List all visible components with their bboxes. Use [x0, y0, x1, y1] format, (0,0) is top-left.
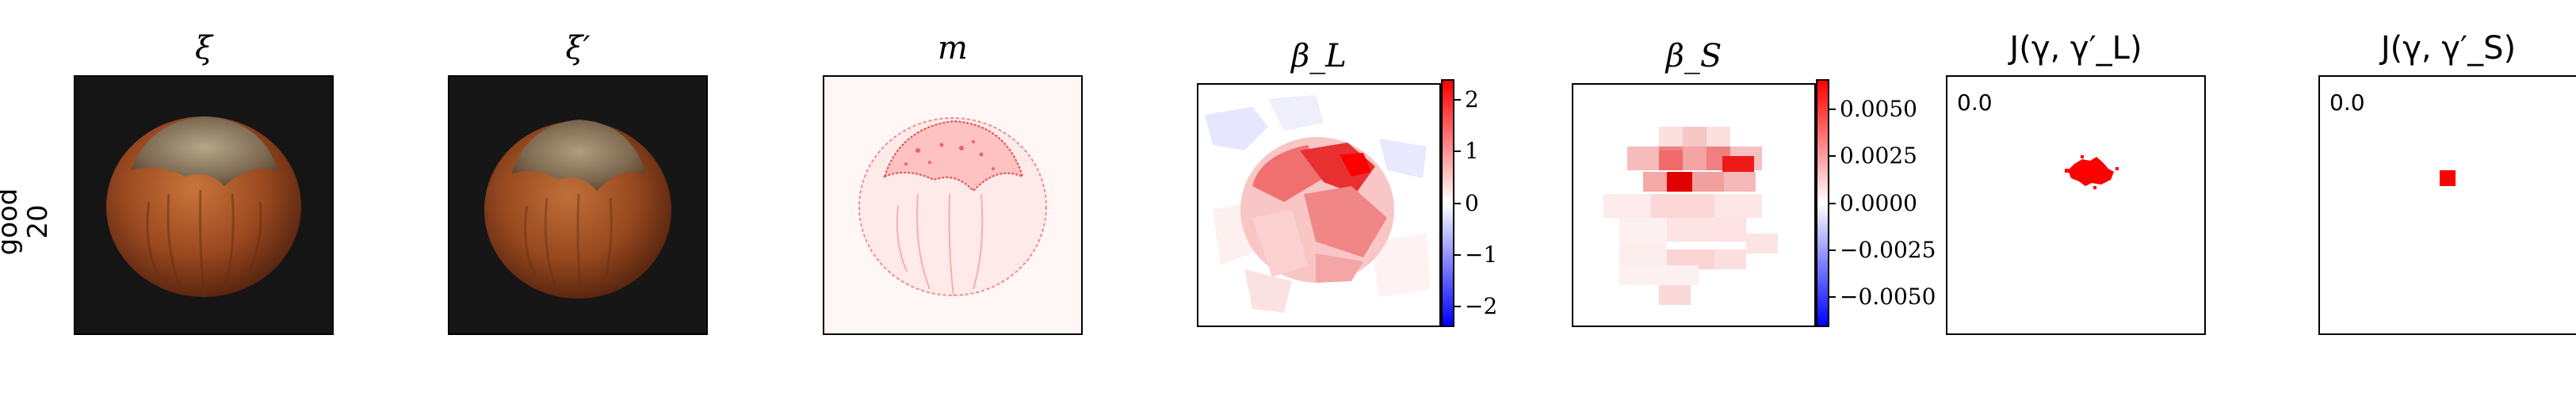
colorbar-beta-L-tick-label: −2: [1465, 292, 1498, 319]
colorbar-beta-S-tick-label: 0.0000: [1840, 189, 1917, 216]
panel-frame: [1197, 83, 1441, 327]
panel-title-xi-prime: ξ′: [565, 30, 590, 67]
panel-title-beta-S: β_S: [1665, 38, 1722, 74]
colorbar-beta-L: [1441, 79, 1454, 327]
colorbar-beta-L-tick-mark: [1454, 202, 1461, 204]
row-label: good 20: [0, 188, 54, 256]
mask-J-S: [2318, 75, 2576, 335]
panel-J-S: J(γ, γ′_S) 0.0: [2318, 30, 2576, 335]
colorbar-beta-L-tick-label: −1: [1465, 241, 1498, 268]
colorbar-beta-L-tick-label: 1: [1465, 138, 1479, 165]
corner-value-J-L: 0.0: [1957, 89, 1993, 116]
colorbar-beta-L-tick-mark: [1454, 305, 1461, 307]
corner-value-J-S: 0.0: [2329, 89, 2365, 116]
colorbar-beta-L-tick-label: 2: [1465, 86, 1479, 113]
colorbar-beta-L-tick-mark: [1454, 253, 1461, 256]
panel-m: m: [823, 30, 1083, 335]
colorbar-beta-L-tick-mark: [1454, 99, 1461, 101]
colorbar-beta-S-tick-mark: [1829, 155, 1836, 158]
panel-title-xi: ξ: [194, 30, 213, 67]
colorbar-beta-L-tick-label: 0: [1465, 189, 1479, 216]
colorbar-beta-S-tick-label: 0.0050: [1840, 95, 1917, 122]
colorbar-beta-S: [1816, 79, 1829, 327]
panel-frame: [823, 75, 1083, 335]
colorbar-beta-S-tick-label: −0.0025: [1840, 236, 1936, 263]
hazelnut-photo: [74, 75, 334, 335]
panel-frame: [448, 75, 708, 335]
hazelnut-photo-reconstructed: [448, 75, 708, 335]
panel-xi-prime: ξ′: [448, 30, 708, 335]
mask-J-L: [1946, 75, 2206, 335]
panel-title-beta-L: β_L: [1291, 38, 1347, 74]
panel-title-J-L: J(γ, γ′_L): [2009, 30, 2142, 67]
colorbar-beta-L-tick-mark: [1454, 150, 1461, 153]
heatmap-m: [823, 75, 1083, 335]
panel-frame: [2318, 75, 2576, 335]
panel-frame: [1946, 75, 2206, 335]
colorbar-beta-S-tick-label: 0.0025: [1840, 143, 1917, 169]
panel-frame: [1572, 83, 1816, 327]
colorbar-beta-S-tick-mark: [1829, 249, 1836, 251]
panel-J-L: J(γ, γ′_L) 0.0: [1946, 30, 2206, 335]
colorbar-beta-S-tick-label: −0.0050: [1840, 284, 1936, 310]
colorbar-beta-S-tick-mark: [1829, 202, 1836, 204]
colorbar-beta-S-tick-mark: [1829, 108, 1836, 110]
panel-frame: [74, 75, 334, 335]
heatmap-beta-S: [1572, 83, 1816, 327]
panel-title-m: m: [938, 30, 968, 67]
panel-beta-S: β_S: [1572, 38, 1816, 327]
panel-beta-L: β_L: [1197, 38, 1441, 327]
heatmap-beta-L: [1197, 83, 1441, 327]
panel-xi: ξ: [74, 30, 334, 335]
colorbar-beta-S-tick-mark: [1829, 296, 1836, 299]
panel-title-J-S: J(γ, γ′_S): [2380, 30, 2517, 67]
